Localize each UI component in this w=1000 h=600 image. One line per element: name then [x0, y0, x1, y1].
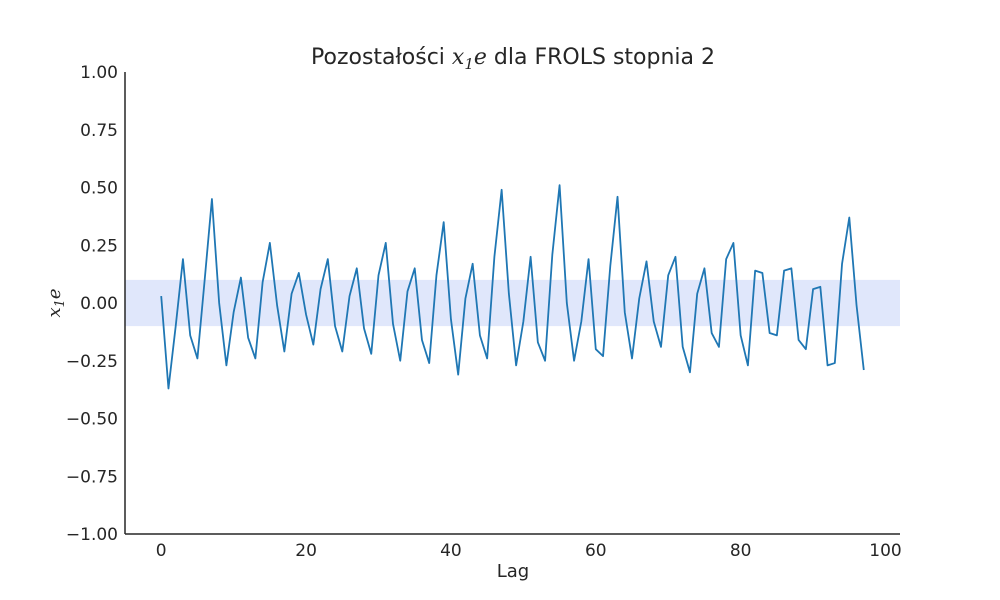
y-axis-label-subscript: 1 — [53, 299, 68, 307]
y-tick-label: −0.50 — [66, 410, 118, 430]
y-tick-label: 0.50 — [80, 179, 118, 199]
chart-title-math-e: e — [474, 45, 487, 70]
confidence-band — [125, 279, 900, 327]
chart-title-math-x: x — [452, 45, 465, 70]
series-line-0 — [160, 184, 865, 390]
x-tick-label: 60 — [585, 541, 607, 561]
chart-title: Pozostałości x1e dla FROLS stopnia 2 — [311, 45, 715, 73]
y-axis-label-x: x — [44, 307, 65, 317]
x-tick-label: 40 — [440, 541, 462, 561]
y-tick-label: −0.75 — [66, 467, 118, 487]
chart-title-prefix: Pozostałości — [311, 45, 452, 70]
x-tick-layer: 0 20 40 60 80 100 — [156, 541, 902, 561]
plot-area: 0 20 40 60 80 100 −1.00 −0.75 −0.50 −0.25 0.00 0.2… — [66, 63, 902, 561]
y-axis-label: x1e — [44, 288, 68, 317]
y-tick-label: 0.75 — [80, 121, 118, 141]
series-layer — [160, 184, 865, 390]
y-tick-label: 1.00 — [80, 63, 118, 83]
y-tick-layer: −1.00 −0.75 −0.50 −0.25 0.00 0.25 0.50 0.75 1.00 — [66, 63, 118, 545]
y-axis-label-e: e — [44, 288, 65, 299]
x-tick-label: 100 — [869, 541, 901, 561]
axes-layer — [124, 72, 900, 535]
x-tick-label: 80 — [730, 541, 752, 561]
y-tick-label: −1.00 — [66, 525, 118, 545]
y-tick-label: 0.25 — [80, 236, 118, 256]
x-axis-label: Lag — [497, 561, 529, 582]
chart-title-suffix: dla FROLS stopnia 2 — [487, 45, 715, 70]
x-tick-label: 20 — [295, 541, 317, 561]
confidence-band-layer — [125, 279, 900, 327]
chart-title-math-subscript: 1 — [464, 55, 474, 73]
y-tick-label: −0.25 — [66, 352, 118, 372]
y-tick-label: 0.00 — [80, 294, 118, 314]
x-tick-label: 0 — [156, 541, 167, 561]
